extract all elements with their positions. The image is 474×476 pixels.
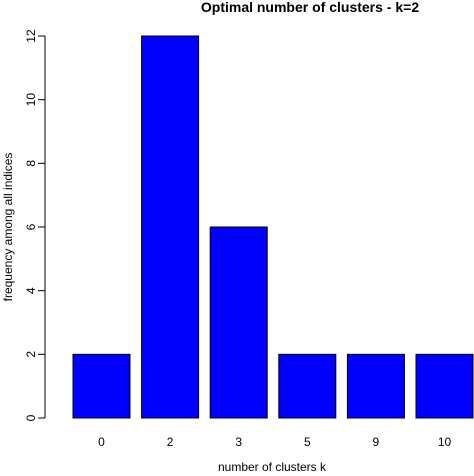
y-tick-label: 10 [24,93,38,107]
x-tick-label: 2 [167,435,174,449]
y-tick-label: 8 [24,160,38,167]
x-tick-label: 3 [235,435,242,449]
y-tick-label: 0 [24,414,38,421]
y-axis-label: frequency among all indices [1,153,15,302]
y-tick-label: 2 [24,351,38,358]
bar [415,353,474,419]
y-tick-label: 6 [24,223,38,230]
bars [72,35,474,419]
bar [278,353,337,419]
y-tick-label: 12 [24,29,38,43]
x-tick-label: 0 [98,435,105,449]
bar [72,353,131,419]
x-axis-label: number of clusters k [218,460,327,474]
y-axis: 0 2 4 6 8 10 12 [24,29,46,421]
x-tick-label: 10 [438,435,452,449]
bar [209,226,268,419]
x-tick-label: 9 [373,435,380,449]
bar [141,35,200,419]
y-tick-label: 4 [24,287,38,294]
x-axis: 0 2 3 5 9 10 [98,435,451,449]
bar [346,353,405,419]
chart-title: Optimal number of clusters - k=2 [201,0,419,15]
x-tick-label: 5 [304,435,311,449]
